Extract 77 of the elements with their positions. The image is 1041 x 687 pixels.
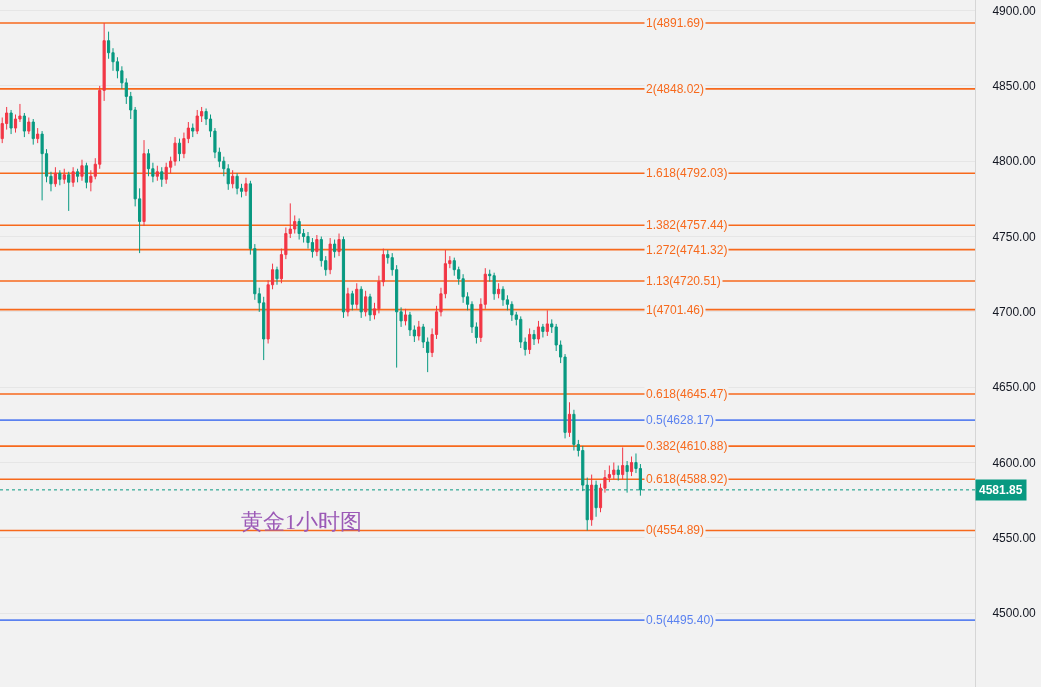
candlestick — [355, 282, 359, 310]
candlestick — [621, 446, 625, 480]
candlestick — [235, 172, 239, 195]
ref-line-label: 1.618(4792.03) — [646, 166, 728, 180]
candlestick — [403, 308, 408, 326]
ref-line-label: 0(4554.89) — [646, 523, 705, 537]
y-tick-label: 4850.00 — [992, 79, 1037, 94]
ref-line-label: 2(4848.02) — [646, 82, 705, 96]
candlestick — [142, 139, 146, 227]
ref-line-label: 0.618(4645.47) — [646, 387, 728, 401]
candlestick — [545, 309, 549, 337]
candlestick — [297, 217, 301, 241]
y-tick-label: 4900.00 — [992, 3, 1037, 18]
candlestick — [71, 166, 75, 188]
candlestick — [31, 118, 35, 146]
candlestick — [337, 233, 341, 257]
candlestick — [616, 465, 620, 482]
candlestick — [27, 117, 31, 135]
candlestick — [492, 272, 496, 301]
y-tick-label: 4700.00 — [992, 305, 1037, 320]
candlestick — [244, 177, 248, 197]
candlestick — [341, 236, 346, 319]
ref-line-label: 4581.85 — [979, 483, 1023, 497]
candlestick — [315, 234, 319, 257]
candlestick — [594, 480, 598, 518]
candlestick — [590, 474, 594, 527]
candlestick — [328, 237, 332, 275]
candlestick — [80, 159, 84, 182]
candlestick — [275, 266, 279, 286]
y-tick-label: 4750.00 — [992, 229, 1037, 244]
candlestick — [84, 162, 89, 189]
y-tick-label: 4650.00 — [992, 380, 1037, 395]
candlestick — [541, 323, 545, 338]
candlestick — [9, 109, 13, 135]
candlestick — [191, 123, 195, 138]
candlestick — [53, 166, 57, 188]
candlestick — [532, 329, 536, 346]
candlestick — [612, 462, 616, 480]
candlestick — [629, 455, 634, 477]
candlestick — [36, 127, 40, 144]
ref-line-label: 1.382(4757.44) — [646, 218, 728, 232]
candlestick — [350, 290, 354, 311]
ref-line-label: 1(4891.69) — [646, 16, 705, 30]
y-tick-label: 4600.00 — [992, 455, 1037, 470]
annotation: 黄金1小时图 — [241, 509, 362, 534]
ref-line-label: 1(4701.46) — [646, 303, 705, 317]
candlestick — [333, 239, 337, 259]
ref-line-label: 0.5(4628.17) — [646, 413, 715, 427]
ref-line-label: 1.272(4741.32) — [646, 243, 728, 257]
candlestick — [346, 287, 350, 317]
candlestick — [359, 285, 363, 319]
candlestick — [160, 166, 164, 188]
candlestick — [40, 130, 44, 201]
candlestick — [417, 320, 421, 341]
candlestick — [567, 401, 572, 438]
candlestick — [67, 171, 71, 212]
ref-line-label: 1.13(4720.51) — [646, 274, 721, 288]
ref-line-label: 0.618(4588.92) — [646, 472, 728, 486]
candlestick — [177, 138, 182, 162]
candlestick — [496, 282, 501, 299]
candlestick — [195, 109, 199, 135]
candlestick — [368, 293, 372, 322]
y-tick-label: 4550.00 — [992, 531, 1037, 546]
candlestick — [62, 168, 66, 185]
candlestick — [58, 169, 62, 186]
candlestick — [528, 327, 532, 355]
candlestick — [22, 112, 26, 138]
candlestick — [364, 290, 368, 317]
ref-line-label: 0.382(4610.88) — [646, 439, 728, 453]
y-tick-label: 4500.00 — [992, 606, 1037, 621]
y-tick-label: 4800.00 — [992, 154, 1037, 169]
candlestick — [75, 168, 80, 183]
candlestick — [155, 165, 159, 182]
ref-line-label: 0.5(4495.40) — [646, 613, 715, 627]
candlestick — [501, 285, 505, 307]
candlestick — [231, 169, 235, 189]
candlestick — [536, 320, 541, 344]
